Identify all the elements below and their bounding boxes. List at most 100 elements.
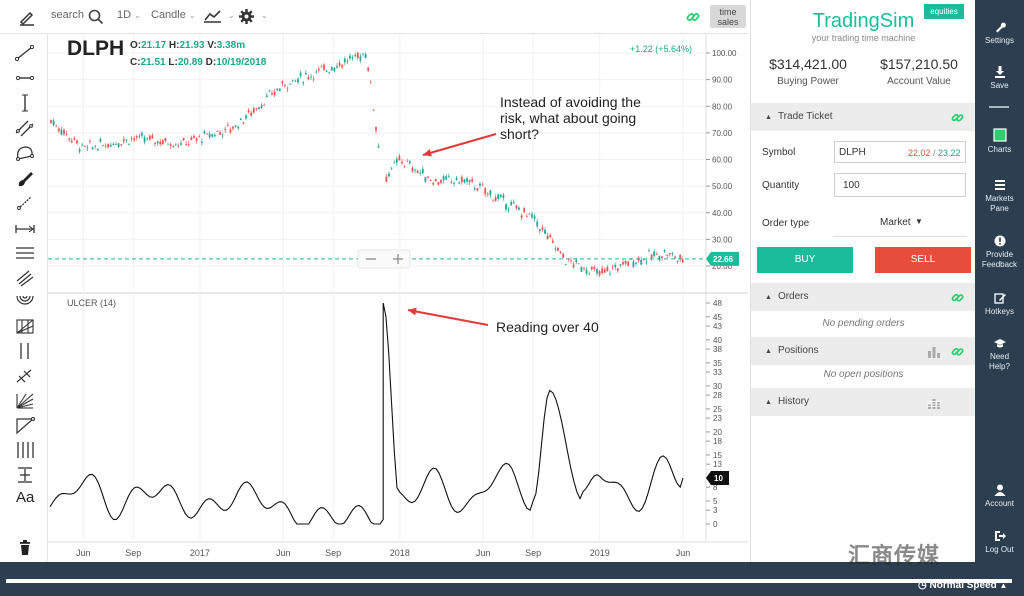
link-icon[interactable]	[951, 345, 964, 358]
symbol-label: Symbol	[762, 147, 796, 158]
bar-chart-icon[interactable]	[927, 345, 941, 358]
callout-arrow-2-head	[408, 307, 417, 316]
candle-body	[325, 70, 328, 72]
vertical-line-icon[interactable]	[14, 94, 36, 112]
horizontal-ray-icon[interactable]	[14, 69, 36, 87]
gear-icon[interactable]	[238, 8, 255, 25]
candle-body	[510, 202, 513, 206]
sell-button[interactable]: SELL	[875, 247, 971, 273]
nav-need-help[interactable]: Need Help?	[975, 337, 1024, 372]
ray-icon[interactable]	[14, 194, 36, 212]
time-sales-button[interactable]: time sales	[710, 5, 746, 28]
pitchfork-icon[interactable]	[14, 367, 36, 385]
search-label[interactable]: search	[51, 9, 85, 21]
pencil-icon[interactable]	[18, 8, 36, 26]
fib-channel-icon[interactable]	[14, 269, 36, 287]
callout-arrow-2	[407, 309, 489, 326]
nav-charts[interactable]: Charts	[975, 128, 1024, 155]
quantity-input-value: 100	[843, 180, 860, 191]
quantity-input[interactable]: 100	[834, 173, 966, 197]
history-header[interactable]: ▲ History	[751, 388, 976, 416]
triangle-icon[interactable]	[14, 416, 36, 434]
candle-body	[263, 104, 266, 106]
candle-body	[146, 138, 149, 140]
sign-out-icon	[994, 531, 1006, 541]
nav-log-out[interactable]: Log Out	[975, 530, 1024, 555]
symbol-input-value: DLPH	[839, 147, 866, 158]
buy-button[interactable]: BUY	[757, 247, 853, 273]
nav-account[interactable]: Account	[975, 484, 1024, 509]
candle-body	[200, 141, 203, 143]
search-icon[interactable]	[88, 9, 104, 25]
speed-select[interactable]: ◷ Normal Speed ▲	[918, 580, 1007, 591]
candle-body	[473, 188, 476, 190]
candle-body	[130, 138, 133, 139]
nav-settings[interactable]: Settings	[975, 21, 1024, 46]
measure-icon[interactable]	[14, 220, 36, 238]
candle-body	[398, 156, 401, 161]
interval-select[interactable]: 1D ⌄	[117, 9, 141, 21]
symbol-input[interactable]: DLPH 22.02 / 23.22	[834, 141, 966, 163]
candle-body	[549, 234, 552, 238]
nav-provide-feedback[interactable]: Provide Feedback	[975, 235, 1024, 270]
indicator-tick-label: 43	[713, 322, 722, 331]
candle-body	[323, 64, 325, 70]
candle-body	[185, 144, 188, 145]
nav-label: Account	[985, 499, 1014, 508]
open-label: O:	[130, 40, 142, 51]
link-icon[interactable]	[951, 111, 964, 124]
chart-area[interactable]: Jun Sep 2017 Jun Sep 2018 Jun Sep 2019 Jun 100.00 9…	[48, 34, 748, 562]
link-icon[interactable]	[951, 291, 964, 304]
candle-body	[642, 259, 645, 261]
account-value-label: Account Value	[887, 76, 951, 87]
candle-body	[180, 143, 182, 145]
caret-icon: ▲	[765, 399, 772, 406]
chart-type-select[interactable]: Candle ⌄	[151, 9, 196, 21]
annotation-short: Instead of avoiding the risk, what about…	[500, 94, 641, 142]
candle-body	[421, 168, 424, 174]
positions-header[interactable]: ▲ Positions	[751, 337, 976, 365]
price-range-icon[interactable]	[14, 466, 36, 484]
candle-body	[55, 125, 58, 126]
fib-arc-icon[interactable]	[14, 292, 36, 310]
time-tick-label: Jun	[76, 548, 91, 558]
price-tick-label: 40.00	[712, 209, 733, 218]
candle-body	[445, 176, 448, 180]
cycle-lines-icon[interactable]	[14, 441, 36, 459]
brush-icon[interactable]	[14, 170, 36, 188]
chevron-down-icon[interactable]: ⌄	[261, 11, 268, 20]
horizontal-lines-icon[interactable]	[14, 244, 36, 262]
orders-header[interactable]: ▲ Orders	[751, 283, 976, 311]
playback-progress[interactable]	[6, 579, 1012, 583]
candle-body	[76, 140, 78, 144]
indicators-icon[interactable]	[203, 8, 223, 24]
chevron-down-icon[interactable]: ⌄	[228, 11, 235, 20]
trend-line-icon[interactable]	[14, 44, 36, 62]
candle-body	[518, 207, 520, 210]
trash-icon[interactable]	[14, 538, 36, 556]
trade-ticket-header[interactable]: ▲ Trade Ticket	[751, 103, 976, 131]
gann-box-icon[interactable]	[14, 317, 36, 335]
gann-fan-icon[interactable]	[14, 392, 36, 410]
text-tool-icon[interactable]: Aa	[16, 489, 35, 506]
nav-hotkeys[interactable]: Hotkeys	[975, 292, 1024, 317]
stacked-bars-icon[interactable]	[927, 396, 941, 409]
order-type-select[interactable]: Market ▼	[834, 211, 966, 237]
link-icon[interactable]	[686, 10, 700, 24]
candle-body	[213, 134, 216, 137]
price-tick-label: 20.00	[712, 262, 733, 271]
shape-icon[interactable]	[14, 144, 36, 162]
candle-body	[466, 178, 468, 182]
nav-markets-pane[interactable]: Markets Pane	[975, 179, 1024, 214]
candle-body	[455, 177, 458, 180]
candle-body	[609, 273, 611, 275]
vertical-lines-icon[interactable]	[14, 342, 36, 360]
parallel-channel-icon[interactable]	[14, 119, 36, 137]
ohlc-row-1: O:21.17 H:21.93 V:3.38m	[130, 40, 245, 51]
open-value: 21.17	[141, 40, 167, 51]
price-chart[interactable]: Jun Sep 2017 Jun Sep 2018 Jun Sep 2019 Jun 100.00 9…	[48, 34, 748, 562]
nav-label: Need	[989, 352, 1010, 361]
nav-save[interactable]: Save	[975, 66, 1024, 91]
candle-body	[203, 131, 206, 134]
brand-tag: equities	[924, 4, 964, 19]
